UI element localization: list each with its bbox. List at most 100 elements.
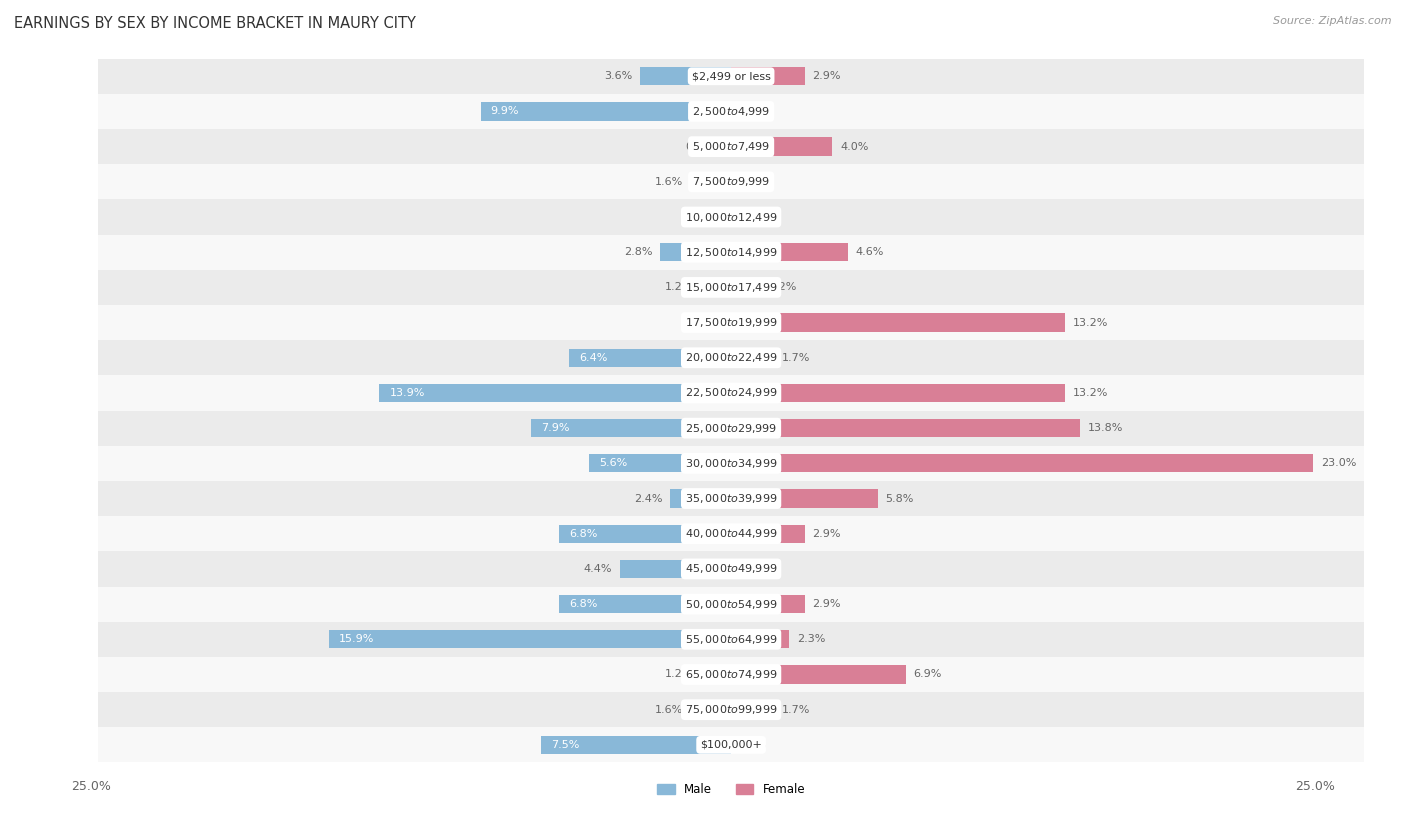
Text: 5.6%: 5.6%: [599, 459, 627, 468]
Text: 2.9%: 2.9%: [813, 599, 841, 609]
Text: $2,500 to $4,999: $2,500 to $4,999: [692, 105, 770, 118]
Text: 7.9%: 7.9%: [541, 423, 569, 433]
Bar: [731, 630, 789, 649]
Bar: [690, 172, 731, 191]
Text: 5.8%: 5.8%: [886, 493, 914, 503]
Bar: [98, 411, 1364, 446]
Text: 15.9%: 15.9%: [339, 634, 374, 644]
Bar: [731, 454, 1313, 472]
Bar: [98, 270, 1364, 305]
Bar: [380, 384, 731, 402]
Bar: [731, 595, 804, 613]
Text: EARNINGS BY SEX BY INCOME BRACKET IN MAURY CITY: EARNINGS BY SEX BY INCOME BRACKET IN MAU…: [14, 16, 416, 31]
Bar: [721, 137, 731, 156]
Bar: [98, 235, 1364, 270]
Text: 13.2%: 13.2%: [1073, 388, 1108, 398]
Text: 0.4%: 0.4%: [685, 141, 713, 152]
Bar: [731, 665, 905, 684]
Bar: [98, 657, 1364, 692]
Text: $35,000 to $39,999: $35,000 to $39,999: [685, 492, 778, 505]
Bar: [541, 736, 731, 754]
Bar: [620, 560, 731, 578]
Bar: [671, 489, 731, 507]
Bar: [731, 314, 1066, 332]
Text: $45,000 to $49,999: $45,000 to $49,999: [685, 563, 778, 576]
Bar: [98, 340, 1364, 376]
Text: 6.8%: 6.8%: [569, 528, 598, 539]
Bar: [98, 516, 1364, 551]
Bar: [731, 243, 848, 261]
Text: 0.0%: 0.0%: [738, 740, 766, 750]
Bar: [589, 454, 731, 472]
Text: 1.2%: 1.2%: [665, 282, 693, 293]
Bar: [569, 349, 731, 367]
Text: 6.9%: 6.9%: [914, 669, 942, 680]
Text: $40,000 to $44,999: $40,000 to $44,999: [685, 527, 778, 540]
Bar: [731, 489, 877, 507]
Text: 23.0%: 23.0%: [1320, 459, 1357, 468]
Bar: [731, 419, 1080, 437]
Text: 13.8%: 13.8%: [1088, 423, 1123, 433]
Text: 6.8%: 6.8%: [569, 599, 598, 609]
Text: 4.4%: 4.4%: [583, 564, 612, 574]
Text: 0.0%: 0.0%: [738, 212, 766, 222]
Bar: [98, 586, 1364, 622]
Text: 0.0%: 0.0%: [738, 564, 766, 574]
Bar: [560, 595, 731, 613]
Text: 1.2%: 1.2%: [665, 669, 693, 680]
Bar: [731, 701, 775, 719]
Text: $15,000 to $17,499: $15,000 to $17,499: [685, 281, 778, 294]
Legend: Male, Female: Male, Female: [652, 778, 810, 801]
Bar: [98, 692, 1364, 728]
Bar: [98, 481, 1364, 516]
Text: $55,000 to $64,999: $55,000 to $64,999: [685, 633, 778, 646]
Text: $22,500 to $24,999: $22,500 to $24,999: [685, 386, 778, 399]
Text: 6.4%: 6.4%: [579, 353, 607, 363]
Text: $12,500 to $14,999: $12,500 to $14,999: [685, 246, 778, 259]
Bar: [98, 305, 1364, 340]
Text: Source: ZipAtlas.com: Source: ZipAtlas.com: [1274, 16, 1392, 26]
Text: 9.9%: 9.9%: [491, 107, 519, 116]
Bar: [98, 199, 1364, 235]
Bar: [560, 524, 731, 543]
Text: $65,000 to $74,999: $65,000 to $74,999: [685, 668, 778, 681]
Text: $10,000 to $12,499: $10,000 to $12,499: [685, 211, 778, 224]
Bar: [700, 278, 731, 297]
Text: 0.0%: 0.0%: [696, 212, 724, 222]
Bar: [98, 622, 1364, 657]
Text: 7.5%: 7.5%: [551, 740, 579, 750]
Text: 2.8%: 2.8%: [624, 247, 652, 257]
Bar: [731, 278, 762, 297]
Bar: [329, 630, 731, 649]
Text: $25,000 to $29,999: $25,000 to $29,999: [685, 422, 778, 435]
Bar: [98, 446, 1364, 481]
Text: 1.2%: 1.2%: [769, 282, 797, 293]
Text: 1.7%: 1.7%: [782, 705, 810, 715]
Text: 2.3%: 2.3%: [797, 634, 825, 644]
Bar: [98, 164, 1364, 199]
Bar: [661, 243, 731, 261]
Text: $100,000+: $100,000+: [700, 740, 762, 750]
Bar: [731, 384, 1066, 402]
Text: 25.0%: 25.0%: [1295, 780, 1334, 793]
Bar: [731, 524, 804, 543]
Bar: [731, 67, 804, 85]
Bar: [481, 102, 731, 120]
Text: 1.6%: 1.6%: [655, 705, 683, 715]
Bar: [700, 665, 731, 684]
Text: $2,499 or less: $2,499 or less: [692, 72, 770, 81]
Bar: [98, 59, 1364, 93]
Text: 2.9%: 2.9%: [813, 72, 841, 81]
Text: $75,000 to $99,999: $75,000 to $99,999: [685, 703, 778, 716]
Bar: [98, 93, 1364, 129]
Bar: [98, 728, 1364, 763]
Text: 4.0%: 4.0%: [839, 141, 869, 152]
Bar: [98, 376, 1364, 411]
Text: $5,000 to $7,499: $5,000 to $7,499: [692, 140, 770, 153]
Bar: [98, 551, 1364, 586]
Text: $30,000 to $34,999: $30,000 to $34,999: [685, 457, 778, 470]
Text: 1.7%: 1.7%: [782, 353, 810, 363]
Text: 13.9%: 13.9%: [389, 388, 425, 398]
Text: 2.9%: 2.9%: [813, 528, 841, 539]
Text: 2.4%: 2.4%: [634, 493, 662, 503]
